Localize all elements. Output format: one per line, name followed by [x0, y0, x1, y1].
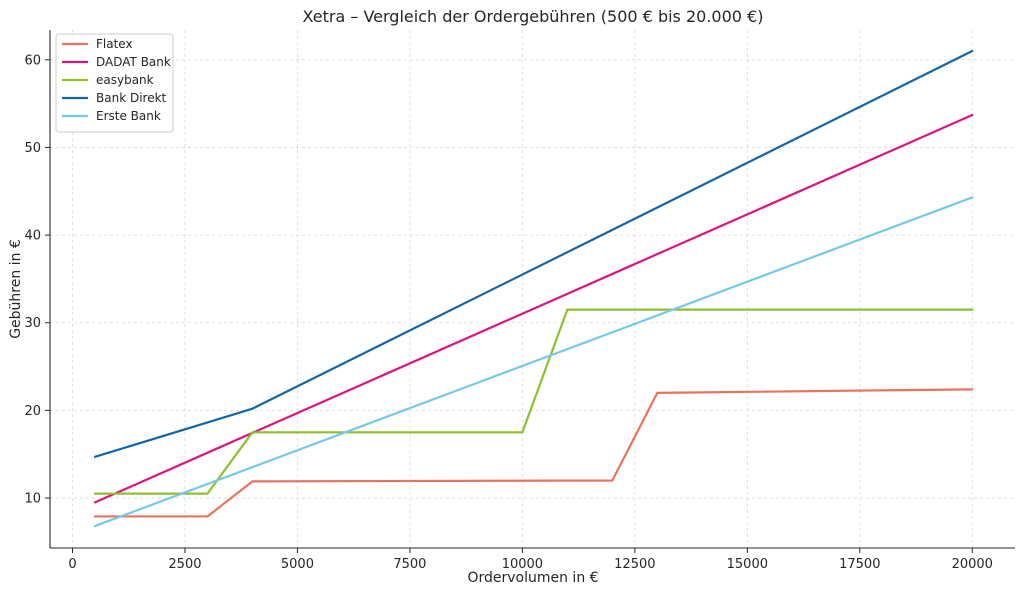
y-tick-label: 30 [24, 316, 41, 331]
legend-entry-bank-direkt: Bank Direkt [96, 91, 167, 105]
legend: Flatex DADAT Bank easybank Bank Direkt Erste… [55, 33, 174, 133]
x-tick-label: 0 [68, 557, 76, 572]
x-tick-label: 15000 [727, 557, 768, 572]
legend-entry-erste-bank: Erste Bank [96, 109, 161, 123]
x-tick-label: 17500 [839, 557, 880, 572]
y-tick-label: 40 [24, 229, 41, 244]
series-line-bank-direkt [93, 49, 974, 458]
series-line-easybank [93, 308, 974, 495]
x-tick-label: 20000 [952, 557, 993, 572]
axes [49, 30, 1015, 549]
grid [50, 30, 1015, 548]
x-tick-label: 12500 [614, 557, 655, 572]
x-tick-label: 2500 [168, 557, 201, 572]
legend-entry-easybank: easybank [96, 73, 154, 87]
series-line-dadat-bank [93, 113, 974, 504]
x-axis-ticks: 0 2500 5000 7500 10000 12500 15000 17500 20000 [68, 548, 993, 572]
chart-title: Xetra – Vergleich der Ordergebühren (500… [303, 7, 764, 26]
legend-entry-flatex: Flatex [96, 37, 133, 51]
x-tick-label: 7500 [393, 557, 426, 572]
x-tick-label: 10000 [502, 557, 543, 572]
x-tick-label: 5000 [281, 557, 314, 572]
y-tick-label: 10 [24, 492, 41, 507]
y-axis-label: Gebühren in € [8, 239, 24, 339]
y-tick-label: 50 [24, 141, 41, 156]
y-tick-label: 60 [24, 53, 41, 68]
series-line-flatex [93, 388, 974, 518]
legend-entry-dadat-bank: DADAT Bank [96, 55, 171, 69]
y-tick-label: 20 [24, 404, 41, 419]
series-line-erste-bank [93, 196, 974, 528]
y-axis-ticks: 10 20 30 40 50 60 [24, 53, 50, 507]
legend-box [55, 33, 174, 133]
series-lines [93, 49, 974, 528]
x-axis-label: Ordervolumen in € [467, 570, 598, 586]
